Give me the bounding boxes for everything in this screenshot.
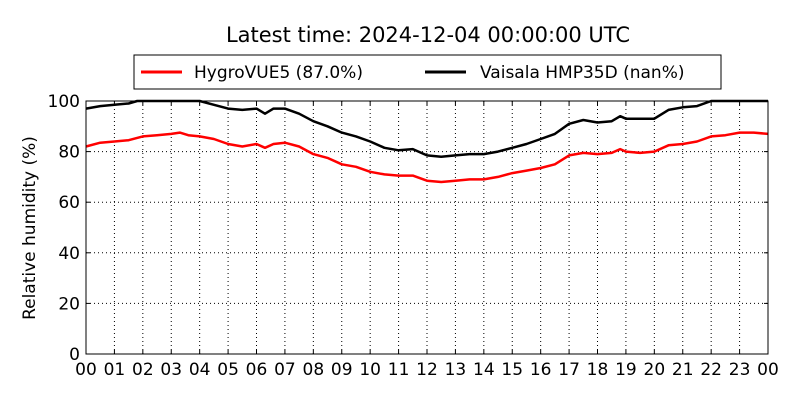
x-tick-label: 14: [473, 360, 495, 380]
x-tick-label: 08: [303, 360, 325, 380]
y-tick-label: 40: [58, 244, 80, 264]
x-tick-label: 18: [587, 360, 609, 380]
y-tick-label: 20: [58, 294, 80, 314]
x-tick-label: 16: [530, 360, 552, 380]
x-tick-label: 05: [217, 360, 239, 380]
x-tick-label: 13: [445, 360, 467, 380]
x-tick-label: 23: [729, 360, 751, 380]
legend-label-hygrovue5: HygroVUE5 (87.0%): [194, 63, 363, 83]
x-tick-label: 15: [501, 360, 523, 380]
axis-ticks: 00 01 02 03 04 05 06 07 08 09 10 11 12 13 14 15 16 17 18 19…: [48, 92, 779, 380]
x-tick-label: 07: [274, 360, 296, 380]
x-tick-label: 06: [246, 360, 268, 380]
series-line-vaisala: [85, 99, 768, 158]
x-tick-label: 00: [757, 360, 779, 380]
y-tick-label: 60: [58, 193, 80, 213]
data-series: [85, 99, 769, 184]
x-tick-label: 01: [104, 360, 126, 380]
y-tick-label: 100: [48, 92, 80, 112]
x-tick-label: 09: [331, 360, 353, 380]
x-tick-label: 22: [700, 360, 722, 380]
x-tick-label: 19: [615, 360, 637, 380]
x-tick-label: 03: [160, 360, 182, 380]
y-tick-label: 80: [58, 143, 80, 163]
x-tick-label: 02: [132, 360, 154, 380]
x-tick-label: 12: [416, 360, 438, 380]
x-tick-label: 10: [359, 360, 381, 380]
legend: HygroVUE5 (87.0%) Vaisala HMP35D (nan%): [133, 54, 722, 90]
x-tick-label: 00: [75, 360, 97, 380]
x-tick-label: 17: [558, 360, 580, 380]
legend-label-vaisala: Vaisala HMP35D (nan%): [480, 63, 684, 83]
series-line-hygrovue5: [85, 131, 769, 184]
y-tick-label: 0: [69, 345, 80, 365]
y-axis-label: Relative humidity (%): [20, 136, 40, 320]
x-tick-label: 11: [388, 360, 410, 380]
x-tick-label: 20: [644, 360, 666, 380]
x-tick-label: 04: [189, 360, 211, 380]
x-tick-label: 21: [672, 360, 694, 380]
chart-title: Latest time: 2024-12-04 00:00:00 UTC: [226, 23, 630, 47]
